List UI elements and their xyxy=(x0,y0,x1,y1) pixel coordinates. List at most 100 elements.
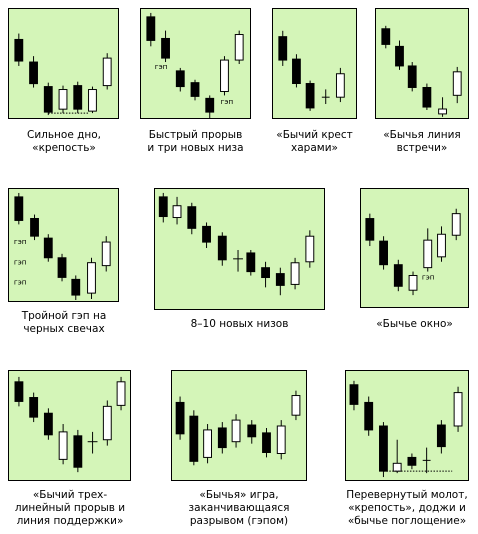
candlestick-diagram xyxy=(158,192,315,296)
candle xyxy=(205,95,215,118)
candle xyxy=(422,83,432,110)
candle xyxy=(220,56,229,96)
gap-label: гэп xyxy=(422,272,435,281)
candle xyxy=(305,80,315,111)
candle xyxy=(262,427,271,458)
gap-label: гэп xyxy=(14,237,27,246)
candle xyxy=(161,30,170,63)
pattern-caption: Быстрый прорыв и три новых низа xyxy=(147,129,244,154)
candle xyxy=(364,396,374,436)
candlestick-diagram xyxy=(14,33,112,116)
pattern-caption: «Бычья линия встречи» xyxy=(383,129,461,154)
candle xyxy=(276,420,286,460)
doji xyxy=(422,447,431,474)
candle xyxy=(395,40,404,70)
candle xyxy=(291,390,301,421)
pattern-caption: «Бычий крест харами» xyxy=(276,129,353,154)
pattern-panel-three-line-breakout xyxy=(8,370,131,481)
candle xyxy=(158,192,168,223)
candle xyxy=(247,420,257,444)
pattern-panel-triple-gap: гэп гэп гэп xyxy=(8,188,119,302)
candle xyxy=(71,275,81,300)
candle xyxy=(88,86,97,114)
candle xyxy=(189,410,199,466)
candle xyxy=(437,226,446,262)
pattern-panel-harami-cross xyxy=(272,8,357,119)
candle xyxy=(101,236,111,272)
candle xyxy=(275,267,285,296)
doji xyxy=(321,89,330,105)
candle xyxy=(190,79,200,101)
candle xyxy=(278,30,288,66)
candle xyxy=(14,376,24,407)
candle xyxy=(231,414,241,448)
candle xyxy=(29,56,38,88)
candle xyxy=(453,386,463,432)
pattern-caption: «Бычий трех- линейный прорыв и линия под… xyxy=(14,489,126,527)
candle xyxy=(73,81,83,114)
candlestick-diagram xyxy=(175,390,301,466)
gap-label: гэп xyxy=(155,62,168,71)
candlestick-diagram: гэп гэп гэп xyxy=(14,192,111,300)
candle xyxy=(452,66,462,104)
pattern-caption: 8–10 новых низов xyxy=(190,318,289,330)
pattern-caption: «Бычья» игра, заканчивающаяся разрывом (… xyxy=(188,489,290,527)
candlestick-diagram xyxy=(381,25,462,117)
gap-label: гэп xyxy=(14,258,27,267)
candlestick-diagram xyxy=(14,376,126,473)
candle xyxy=(14,33,24,66)
candle xyxy=(175,396,185,440)
candle xyxy=(187,202,197,235)
candlestick-diagram xyxy=(278,30,345,111)
pattern-panel-bullish-window: гэп xyxy=(360,188,469,308)
candle xyxy=(381,25,391,49)
candle xyxy=(14,192,24,225)
candle xyxy=(217,422,227,454)
candle xyxy=(58,424,68,465)
candle xyxy=(407,453,417,470)
candle xyxy=(30,214,39,241)
candle xyxy=(172,196,182,225)
candle xyxy=(202,222,211,249)
pattern-caption: Перевернутый молот, «крепость», доджи и … xyxy=(346,489,468,527)
candle xyxy=(393,259,403,292)
candlestick-diagram: гэп xyxy=(365,208,461,296)
candle xyxy=(29,392,39,423)
candle xyxy=(290,257,300,290)
candle xyxy=(261,261,270,288)
candle xyxy=(116,376,126,411)
pattern-panel-strong-bottom xyxy=(8,8,119,119)
candle xyxy=(146,12,156,47)
candle xyxy=(43,234,53,262)
candle xyxy=(305,230,315,268)
candlestick-diagram xyxy=(349,380,463,478)
doji xyxy=(233,249,243,272)
candle xyxy=(175,67,185,92)
candle xyxy=(379,236,388,270)
candle xyxy=(203,424,212,464)
candle xyxy=(292,54,301,88)
candle xyxy=(379,422,388,478)
candle xyxy=(58,85,68,114)
candle xyxy=(57,253,67,282)
pattern-caption: Тройной гэп на черных свечах xyxy=(21,310,107,335)
pattern-caption: «Бычье окно» xyxy=(376,318,453,330)
candle xyxy=(73,429,83,473)
candle xyxy=(408,271,418,296)
pattern-panel-bullish-gap-play xyxy=(171,370,307,481)
candle xyxy=(436,420,446,454)
candle xyxy=(43,82,53,116)
candle xyxy=(438,97,447,117)
candle xyxy=(407,62,417,92)
candle xyxy=(349,380,359,411)
candle xyxy=(246,249,256,276)
candle xyxy=(102,53,112,90)
doji xyxy=(87,431,98,454)
pattern-panel-meeting-line xyxy=(375,8,469,119)
candlestick-diagram: гэп гэп xyxy=(146,12,244,118)
candle xyxy=(217,232,227,266)
candle xyxy=(451,208,461,241)
gap-label: гэп xyxy=(221,97,234,106)
candle xyxy=(102,400,112,446)
pattern-panel-fast-breakout: гэп гэп xyxy=(140,8,251,119)
